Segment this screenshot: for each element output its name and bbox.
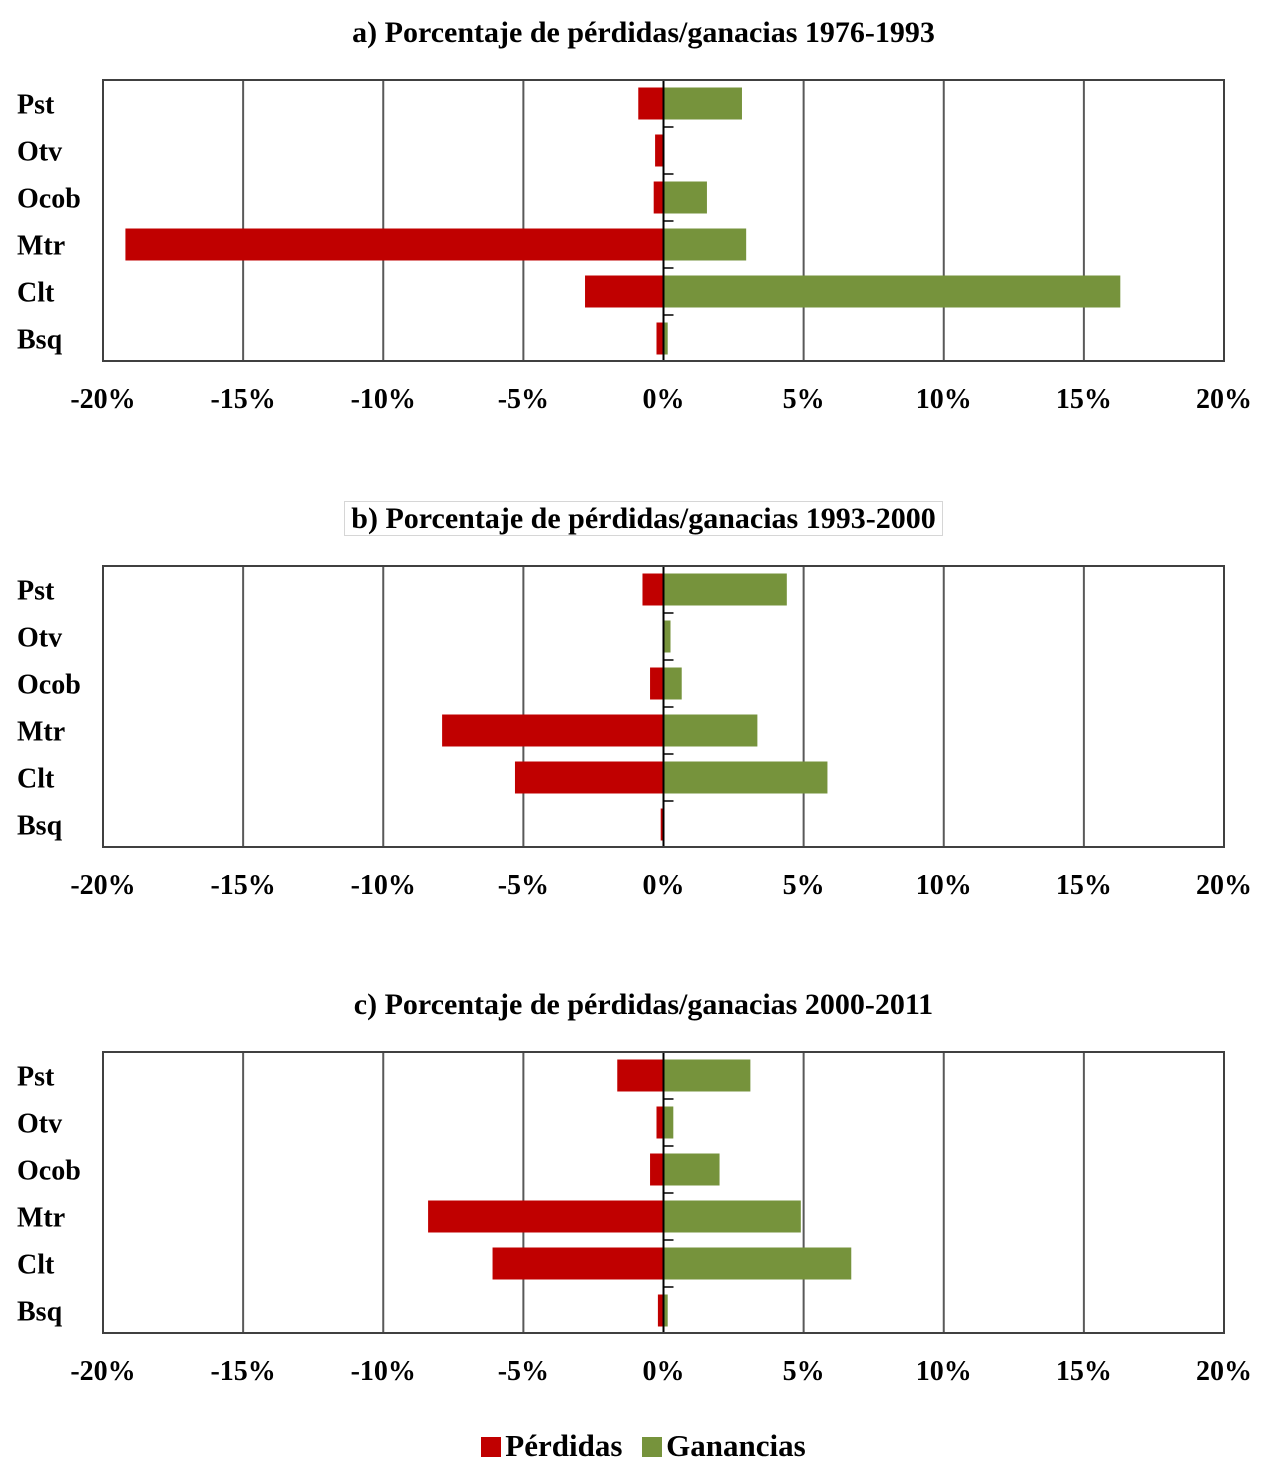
category-label: Bsq — [17, 1297, 63, 1328]
bar-gain — [663, 1153, 720, 1186]
chart-panel-c: c) Porcentaje de pérdidas/ganacias 2000-… — [0, 972, 1287, 1442]
x-tick-label: 5% — [783, 384, 825, 415]
bar-gain — [663, 1200, 801, 1233]
bar-chart-c: Pst Otv Ocob Mtr Clt Bsq-20% -15% -10% -5% 0% 5% 10… — [17, 1051, 1252, 1387]
x-tick-label: -10% — [351, 870, 416, 901]
bar-gain — [663, 1059, 751, 1092]
category-label: Pst — [17, 90, 55, 121]
plot-frame — [102, 1051, 1225, 1334]
chart-panel-a: a) Porcentaje de pérdidas/ganacias 1976-… — [0, 0, 1287, 470]
legend-swatch-gains — [642, 1437, 663, 1457]
x-tick-label: -20% — [70, 384, 135, 415]
bar-loss — [428, 1200, 664, 1233]
legend-label-gains: Ganancias — [666, 1428, 806, 1463]
category-label: Pst — [17, 1062, 55, 1093]
bar-gain — [663, 714, 758, 747]
x-tick-label: 0% — [643, 1356, 685, 1387]
bar-gain — [663, 667, 682, 700]
category-label: Ocob — [17, 670, 81, 701]
bar-gain — [663, 620, 671, 653]
x-tick-label: 20% — [1196, 1356, 1252, 1387]
bar-gain — [663, 275, 1121, 308]
bar-loss — [655, 134, 664, 167]
chart-title: a) Porcentaje de pérdidas/ganacias 1976-… — [352, 16, 935, 49]
bar-gain — [663, 573, 787, 606]
plot-frame — [102, 565, 1225, 848]
category-label: Ocob — [17, 1156, 81, 1187]
category-label: Otv — [17, 623, 62, 654]
chart-title: b) Porcentaje de pérdidas/ganacias 1993-… — [0, 501, 1287, 536]
x-tick-label: -20% — [70, 870, 135, 901]
bar-loss — [650, 1153, 664, 1186]
x-tick-label: 5% — [783, 1356, 825, 1387]
chart-title: c) Porcentaje de pérdidas/ganacias 2000-… — [353, 988, 934, 1021]
x-tick-label: -15% — [210, 870, 275, 901]
bar-loss — [656, 1106, 664, 1139]
category-label: Bsq — [17, 325, 63, 356]
x-tick-label: -5% — [498, 384, 549, 415]
legend-item-gains: Ganancias — [642, 1428, 806, 1464]
x-tick-label: -5% — [498, 870, 549, 901]
legend-swatch-losses — [481, 1437, 502, 1457]
x-tick-label: 15% — [1056, 870, 1112, 901]
x-tick-label: 15% — [1056, 384, 1112, 415]
bar-loss — [650, 667, 664, 700]
plot-frame — [102, 79, 1225, 362]
x-tick-label: -10% — [351, 384, 416, 415]
bar-gain — [663, 1106, 674, 1139]
x-tick-label: -20% — [70, 1356, 135, 1387]
bar-gain — [663, 322, 668, 355]
x-tick-label: -5% — [498, 1356, 549, 1387]
legend: Pérdidas Ganancias — [0, 1428, 1287, 1464]
legend-item-losses: Pérdidas — [481, 1428, 622, 1464]
category-label: Clt — [17, 278, 55, 309]
x-tick-label: 10% — [916, 870, 972, 901]
x-tick-label: -10% — [351, 1356, 416, 1387]
bar-loss — [514, 761, 664, 794]
bar-loss — [657, 1294, 664, 1327]
bar-loss — [617, 1059, 664, 1092]
bar-gain — [663, 87, 742, 120]
bar-loss — [642, 573, 664, 606]
bar-gain — [663, 1294, 668, 1327]
bar-loss — [492, 1247, 664, 1280]
x-tick-label: 5% — [783, 870, 825, 901]
bar-gain — [663, 181, 707, 214]
bar-gain — [663, 228, 747, 261]
bar-loss — [656, 322, 664, 355]
bar-loss — [585, 275, 664, 308]
bar-loss — [660, 808, 664, 841]
category-label: Mtr — [17, 717, 65, 748]
bar-loss — [442, 714, 664, 747]
x-tick-label: 10% — [916, 384, 972, 415]
x-tick-label: -15% — [210, 384, 275, 415]
x-tick-label: -15% — [210, 1356, 275, 1387]
bar-loss — [638, 87, 664, 120]
x-tick-label: 20% — [1196, 384, 1252, 415]
x-tick-label: 0% — [643, 384, 685, 415]
bar-gain — [663, 761, 828, 794]
bar-gain — [663, 1247, 852, 1280]
x-tick-label: 15% — [1056, 1356, 1112, 1387]
category-label: Mtr — [17, 231, 65, 262]
bar-loss — [125, 228, 664, 261]
bar-loss — [653, 181, 664, 214]
category-label: Ocob — [17, 184, 81, 215]
category-label: Clt — [17, 1250, 55, 1281]
category-label: Otv — [17, 137, 62, 168]
category-label: Clt — [17, 764, 55, 795]
category-label: Bsq — [17, 811, 63, 842]
category-label: Pst — [17, 576, 55, 607]
bar-chart-a: Pst Otv Ocob Mtr Clt Bsq-20% -15% -10% -5% 0% 5% 10… — [17, 79, 1252, 415]
x-tick-label: 20% — [1196, 870, 1252, 901]
legend-label-losses: Pérdidas — [505, 1428, 623, 1463]
x-tick-label: 0% — [643, 870, 685, 901]
category-label: Otv — [17, 1109, 62, 1140]
x-tick-label: 10% — [916, 1356, 972, 1387]
category-label: Mtr — [17, 1203, 65, 1234]
bar-chart-b: Pst Otv Ocob Mtr Clt Bsq-20% -15% -10% -5% 0% 5% 10… — [17, 565, 1252, 901]
chart-panel-b: b) Porcentaje de pérdidas/ganacias 1993-… — [0, 486, 1287, 956]
